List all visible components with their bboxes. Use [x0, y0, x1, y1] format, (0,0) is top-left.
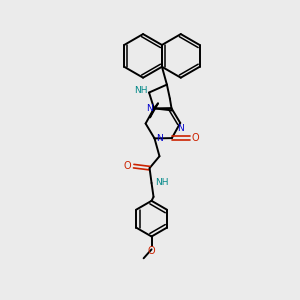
Text: O: O — [124, 161, 132, 171]
Text: N: N — [156, 134, 163, 143]
Text: O: O — [148, 246, 155, 256]
Text: O: O — [192, 133, 200, 143]
Text: N: N — [177, 124, 184, 134]
Text: NH: NH — [155, 178, 168, 188]
Text: N: N — [146, 104, 152, 113]
Text: NH: NH — [134, 86, 148, 95]
